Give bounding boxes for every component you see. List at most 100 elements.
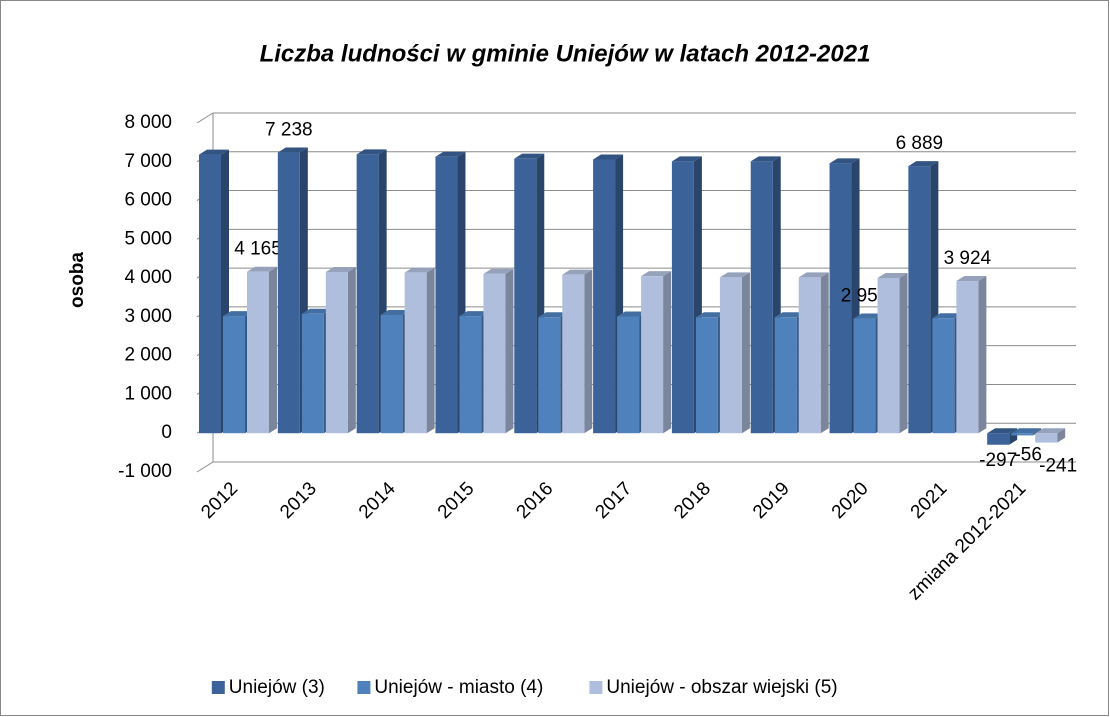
bar-top [483,268,514,274]
bar-top [435,151,466,157]
data-label: 6 889 [896,133,944,154]
bar-side [663,271,672,434]
bar-top [798,272,829,278]
bar [356,154,379,434]
bar [798,277,821,434]
bar-top [247,266,277,272]
legend-swatch [357,681,371,694]
bar-top [750,156,781,162]
bar-top [562,269,593,275]
bar-top [301,308,332,314]
bar-top [1035,428,1066,434]
bar [538,317,561,434]
bar [380,314,403,434]
bar-top [719,272,750,278]
bar-top [404,267,435,273]
y-tick-label: 6 000 [124,190,172,211]
data-label: 2 957 [841,286,889,307]
bar-top [277,147,308,153]
bar-side [820,272,829,434]
bar [877,277,900,434]
data-label: 3 924 [944,248,992,269]
data-label: 7 238 [265,120,313,141]
bar-side [978,276,987,434]
data-label: -241 [1039,456,1077,477]
bar-top [325,266,356,272]
bar-top [695,312,726,318]
bar [247,271,269,434]
bar [617,316,640,434]
y-tick-label: 7 000 [124,151,172,172]
bar-side [899,272,908,434]
bar-side [505,268,514,434]
bar [908,166,931,434]
bar-top [459,311,490,317]
bar [562,274,585,434]
y-tick-label: 3 000 [124,306,172,327]
bar-top [932,313,963,319]
bar [435,156,458,434]
bar-top [1011,428,1042,434]
y-tick-label: 4 000 [124,267,172,288]
bar-top [671,156,702,162]
legend-swatch [211,681,225,694]
bar [223,316,245,434]
bar [956,281,979,434]
bar-top [593,154,624,160]
bar-top [829,158,860,164]
bar [404,272,427,434]
bar-top [853,313,884,319]
y-tick-label: -1 000 [118,461,172,482]
bar [829,163,852,434]
bar-top [774,312,805,318]
y-tick-label: 2 000 [124,345,172,366]
bar [301,313,324,434]
y-tick-label: 8 000 [124,112,172,133]
bar-side [584,269,593,434]
bar-side [269,266,277,434]
bar-top [223,311,253,317]
bar-side [1057,428,1066,443]
legend-label: Uniejów - miasto (4) [374,677,543,698]
bar-top [956,276,987,282]
bar [459,316,482,434]
legend-label: Uniejów (3) [229,677,325,698]
data-label: -56 [1014,444,1041,465]
legend-label: Uniejów - obszar wiejski (5) [606,677,837,698]
bar [483,273,506,434]
bar [719,277,742,434]
bar-top [538,312,569,318]
y-tick-label: 0 [161,422,172,443]
y-tick-label: 5 000 [124,228,172,249]
bar [853,318,876,434]
bar-top [514,153,545,159]
bar [671,161,694,434]
bar-top [987,428,1018,434]
bar [641,276,664,434]
data-label: 4 165 [234,239,282,260]
bar-top [199,149,229,155]
y-axis-label: osoba [67,252,88,308]
bar [514,158,537,434]
chart-title: Liczba ludności w gminie Uniejów w latac… [260,40,871,67]
bar [774,317,797,434]
bar [932,318,955,434]
bar [750,161,773,434]
bar [593,159,616,434]
data-label: -297 [979,450,1017,471]
y-tick-label: 1 000 [124,383,172,404]
bar-top [380,309,411,315]
bar-top [641,271,672,277]
bar [325,271,348,434]
bar-top [877,272,908,278]
legend-swatch [589,681,603,694]
bar-side [426,267,435,434]
bar-side [347,266,356,434]
bar [199,154,221,434]
bar-top [908,161,939,167]
bar-top [356,149,387,155]
bar [695,317,718,434]
bar [987,433,1010,445]
bar [1035,433,1058,443]
